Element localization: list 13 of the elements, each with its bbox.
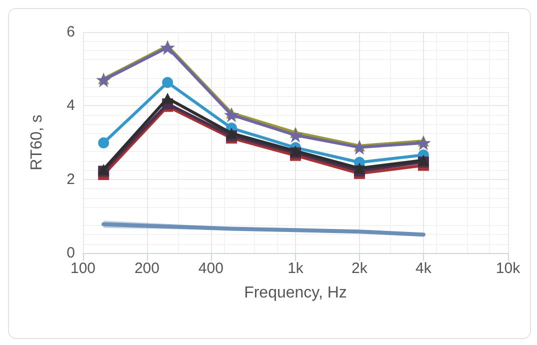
x-tick-label: 2k: [352, 260, 368, 277]
y-tick-label: 6: [66, 24, 75, 40]
x-tick-label: 1k: [288, 260, 304, 277]
x-tick-label: 400: [198, 260, 224, 277]
x-tick-label: 4k: [416, 260, 432, 277]
x-axis-title: Frequency, Hz: [244, 284, 347, 302]
x-tick-label: 200: [134, 260, 160, 277]
y-tick-label: 2: [66, 170, 75, 188]
x-tick-label: 10k: [496, 260, 521, 277]
x-tick-label: 100: [70, 260, 96, 277]
y-tick-label: 0: [66, 244, 75, 262]
y-axis-title: RT60, s: [28, 114, 46, 170]
y-tick-label: 4: [66, 97, 75, 114]
